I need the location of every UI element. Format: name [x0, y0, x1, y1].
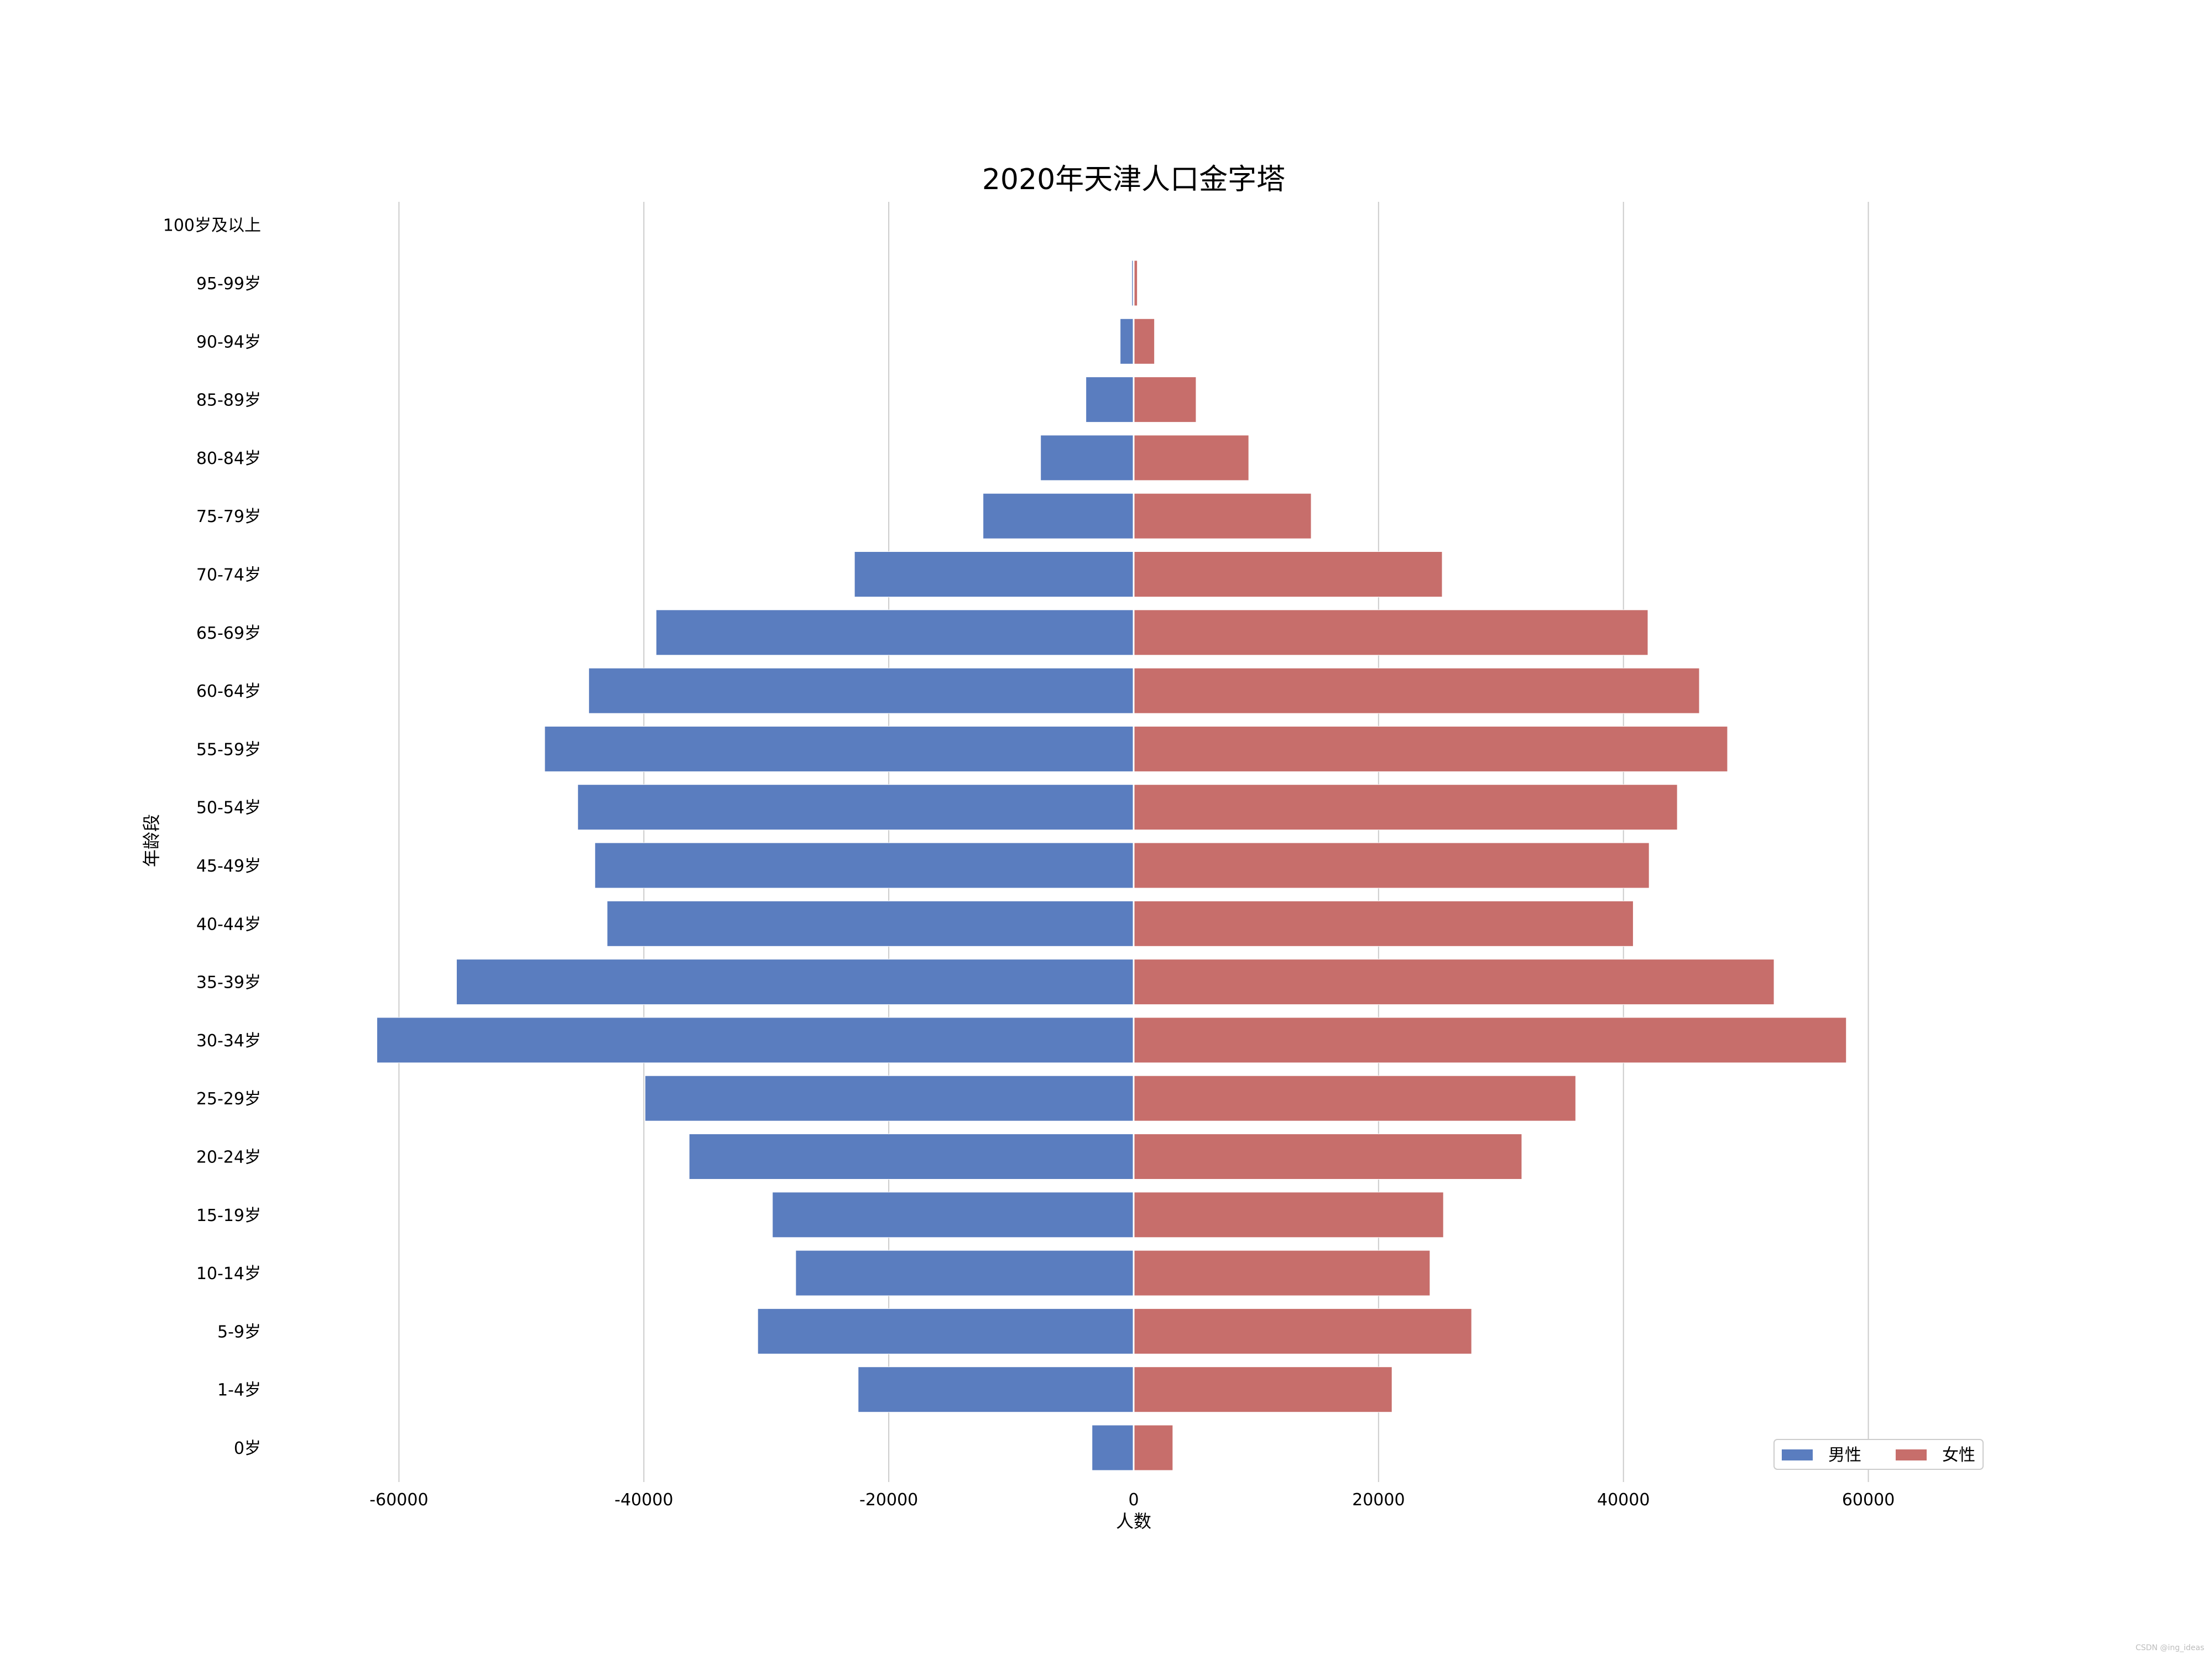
y-tick-label-15: 70-74岁 [196, 566, 261, 585]
watermark: CSDN @ing_ideas [2135, 1644, 2204, 1652]
bar-female-2 [1133, 1308, 1472, 1354]
y-tick-label-6: 25-29岁 [196, 1089, 261, 1109]
bar-female-6 [1133, 1075, 1576, 1121]
y-tick-label-9: 40-44岁 [196, 915, 261, 934]
y-tick-label-0: 0岁 [234, 1439, 261, 1458]
bar-female-3 [1133, 1250, 1431, 1296]
x-tick-label-0: 0 [1128, 1490, 1139, 1510]
x-axis-label: 人数 [1116, 1511, 1151, 1532]
y-tick-label-8: 35-39岁 [196, 973, 261, 993]
y-tick-label-16: 75-79岁 [196, 507, 261, 526]
x-tick-label--20000: -20000 [859, 1490, 918, 1510]
bar-female-16 [1133, 493, 1312, 539]
y-tick-label-13: 60-64岁 [196, 682, 261, 701]
x-tick-label--60000: -60000 [369, 1490, 428, 1510]
bar-female-1 [1133, 1366, 1392, 1413]
bar-male-13 [588, 667, 1134, 714]
y-tick-label-1: 1-4岁 [217, 1381, 261, 1400]
legend-swatch-female [1896, 1449, 1927, 1460]
bar-female-5 [1133, 1134, 1522, 1180]
chart-title: 2020年天津人口金字塔 [982, 163, 1285, 196]
bar-male-16 [983, 493, 1134, 539]
y-tick-label-12: 55-59岁 [196, 740, 261, 759]
bar-female-17 [1133, 435, 1249, 481]
bar-male-9 [607, 900, 1134, 947]
x-tick-label-40000: 40000 [1597, 1490, 1650, 1510]
bar-male-0 [1092, 1425, 1134, 1471]
bar-male-14 [655, 609, 1134, 656]
y-tick-label-7: 30-34岁 [196, 1031, 261, 1051]
bar-male-4 [772, 1192, 1134, 1238]
y-tick-label-4: 15-19岁 [196, 1206, 261, 1225]
y-tick-label-21: 100岁及以上 [163, 216, 261, 236]
legend-label-male: 男性 [1828, 1446, 1861, 1465]
bar-female-8 [1133, 959, 1775, 1005]
legend-swatch-male [1782, 1449, 1813, 1460]
bar-female-18 [1133, 377, 1197, 423]
y-tick-labels: 0岁 1-4岁 5-9岁 10-14岁 15-19岁 20-24岁 25-29岁 30-34岁… [163, 216, 261, 1458]
x-tick-labels: -60000 -40000 -20000 0 20000 40000 60000 [369, 1490, 1895, 1510]
bar-male-5 [688, 1134, 1134, 1180]
bar-female-11 [1133, 784, 1678, 831]
bars [377, 202, 1847, 1471]
legend-frame [1773, 1439, 1984, 1470]
y-tick-label-14: 65-69岁 [196, 624, 261, 643]
bar-female-4 [1133, 1192, 1444, 1238]
y-tick-label-11: 50-54岁 [196, 799, 261, 818]
bar-female-13 [1133, 667, 1700, 714]
bar-male-8 [456, 959, 1134, 1005]
bar-male-12 [544, 726, 1134, 772]
bar-female-15 [1133, 551, 1443, 597]
y-tick-label-2: 5-9岁 [217, 1322, 261, 1342]
bar-male-17 [1040, 435, 1134, 481]
bar-male-7 [377, 1017, 1134, 1063]
bar-female-7 [1133, 1017, 1847, 1063]
y-tick-label-18: 85-89岁 [196, 391, 261, 410]
legend-label-female: 女性 [1942, 1446, 1975, 1465]
bar-male-18 [1086, 377, 1134, 423]
bar-male-1 [858, 1366, 1134, 1413]
bar-female-12 [1133, 726, 1728, 772]
y-tick-label-10: 45-49岁 [196, 857, 261, 876]
y-tick-label-17: 80-84岁 [196, 449, 261, 468]
y-tick-label-5: 20-24岁 [196, 1148, 261, 1167]
x-tick-label-60000: 60000 [1842, 1490, 1895, 1510]
bar-male-15 [854, 551, 1134, 597]
bar-male-6 [645, 1075, 1134, 1121]
y-tick-label-19: 90-94岁 [196, 332, 261, 352]
bar-male-11 [577, 784, 1134, 831]
bar-male-2 [757, 1308, 1134, 1354]
legend: 男性 女性 [1773, 1439, 1984, 1470]
bar-female-14 [1133, 609, 1648, 656]
x-tick-label-20000: 20000 [1352, 1490, 1405, 1510]
bar-male-10 [594, 842, 1134, 889]
bar-female-9 [1133, 900, 1634, 947]
y-axis-label: 年龄段 [141, 814, 162, 867]
bar-female-10 [1133, 842, 1650, 889]
y-tick-label-3: 10-14岁 [196, 1264, 261, 1284]
bar-female-0 [1133, 1425, 1173, 1471]
bar-female-19 [1133, 318, 1155, 364]
y-tick-label-20: 95-99岁 [196, 274, 261, 294]
bar-male-19 [1120, 318, 1134, 364]
bar-male-3 [795, 1250, 1134, 1296]
x-tick-label--40000: -40000 [614, 1490, 673, 1510]
